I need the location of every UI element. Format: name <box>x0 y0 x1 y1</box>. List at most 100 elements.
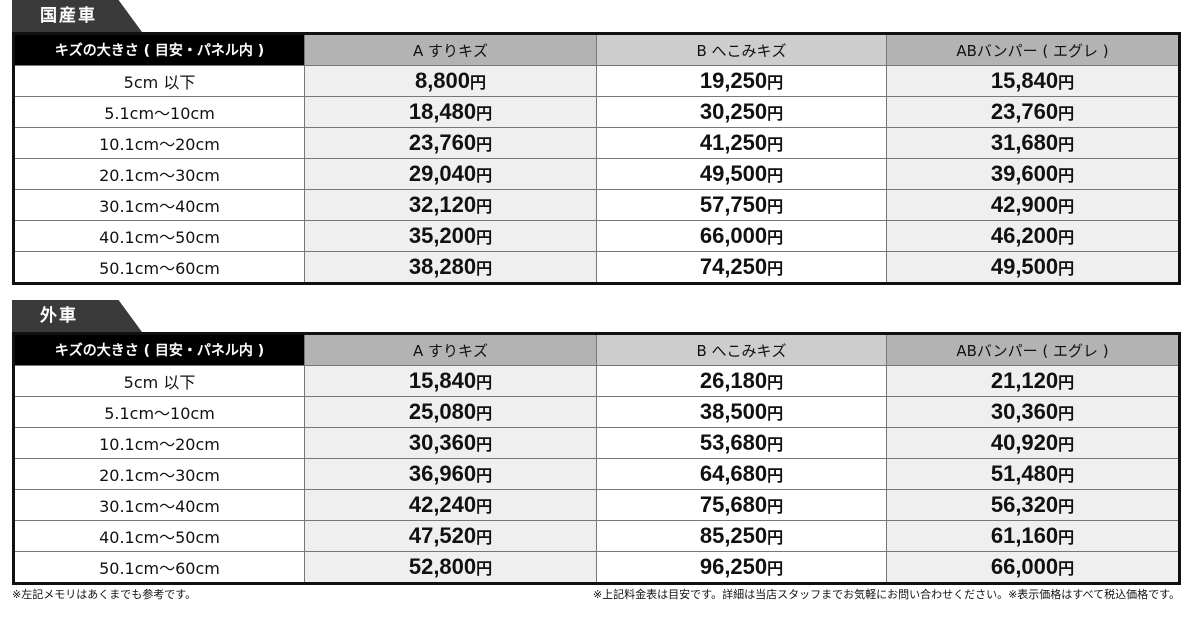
price-cell-c: 49,500円 <box>886 251 1180 284</box>
price-value: 66,000 <box>699 223 768 248</box>
size-cell: 10.1cm〜20cm <box>13 127 305 159</box>
price-cell-c: 46,200円 <box>886 220 1180 252</box>
price-cell-c: 66,000円 <box>886 551 1180 584</box>
price-value: 8,800 <box>414 68 471 93</box>
table-row: 40.1cm〜50cm 35,200円 66,000円 46,200円 <box>13 220 1180 252</box>
section-tab: 国産車 <box>12 0 142 32</box>
yen-unit: 円 <box>1058 75 1075 92</box>
price-value: 52,800 <box>408 554 477 579</box>
price-value: 49,500 <box>699 161 768 186</box>
price-value: 41,250 <box>699 130 768 155</box>
price-value: 25,080 <box>408 399 477 424</box>
size-cell: 5cm 以下 <box>13 65 305 97</box>
table-row: 10.1cm〜20cm 30,360円 53,680円 40,920 円 <box>13 427 1180 459</box>
price-value: 30,360 <box>408 430 477 455</box>
price-value: 29,040 <box>408 161 477 186</box>
note-left: ※左記メモリはあくまでも参考です。 <box>12 588 197 601</box>
price-cell-a: 47,520円 <box>304 520 597 552</box>
price-value: 31,680 <box>990 130 1059 155</box>
price-value: 74,250 <box>699 254 768 279</box>
price-value: 75,680 <box>699 492 768 517</box>
price-value: 57,750 <box>699 192 768 217</box>
price-value: 39,600 <box>990 161 1059 186</box>
price-value: 47,520 <box>408 523 477 548</box>
yen-unit: 円 <box>767 168 784 185</box>
price-cell-a: 35,200円 <box>304 220 597 252</box>
price-cell-b: 85,250円 <box>596 520 887 552</box>
price-value: 38,500 <box>699 399 768 424</box>
price-cell-b: 53,680円 <box>596 427 887 459</box>
table-row: 5.1cm〜10cm 25,080円 38,500円 30,360円 <box>13 396 1180 428</box>
price-cell-c: 42,900円 <box>886 189 1180 221</box>
price-value: 30,250 <box>699 99 768 124</box>
yen-unit: 円 <box>476 230 493 247</box>
price-cell-b: 74,250円 <box>596 251 887 284</box>
yen-unit: 円 <box>476 530 493 547</box>
price-cell-c: 15,840円 <box>886 65 1180 97</box>
price-value: 18,480 <box>408 99 477 124</box>
price-value: 96,250 <box>699 554 768 579</box>
yen-unit: 円 <box>767 106 784 123</box>
size-cell: 20.1cm〜30cm <box>13 458 305 490</box>
price-cell-b: 30,250円 <box>596 96 887 128</box>
price-value: 40,920 <box>990 430 1059 455</box>
size-cell: 10.1cm〜20cm <box>13 427 305 459</box>
yen-unit: 円 <box>767 406 784 423</box>
yen-unit: 円 <box>767 468 784 485</box>
price-cell-c: 56,320円 <box>886 489 1180 521</box>
yen-unit: 円 <box>476 499 493 516</box>
price-value: 26,180 <box>699 368 768 393</box>
price-value: 46,200 <box>990 223 1059 248</box>
yen-unit: 円 <box>1058 168 1075 185</box>
header-b-dent: B へこみキズ <box>596 33 887 66</box>
price-value: 42,240 <box>408 492 477 517</box>
price-cell-b: 41,250円 <box>596 127 887 159</box>
price-cell-b: 75,680円 <box>596 489 887 521</box>
price-value: 85,250 <box>699 523 768 548</box>
header-a-scratch: A すりキズ <box>304 333 597 366</box>
price-value: 15,840 <box>990 68 1059 93</box>
table-row: 20.1cm〜30cm 36,960円 64,680円 51,480円 <box>13 458 1180 490</box>
price-cell-a: 52,800円 <box>304 551 597 584</box>
size-cell: 40.1cm〜50cm <box>13 220 305 252</box>
yen-unit: 円 <box>1058 230 1075 247</box>
price-value: 19,250 <box>699 68 768 93</box>
yen-unit: 円 <box>767 530 784 547</box>
size-cell: 5.1cm〜10cm <box>13 96 305 128</box>
yen-unit: 円 <box>1058 375 1075 392</box>
header-ab-bumper: ABバンパー ( エグレ ) <box>886 333 1180 366</box>
price-value: 49,500 <box>990 254 1059 279</box>
header-size: キズの大きさ ( 目安・パネル内 ) <box>13 33 305 66</box>
yen-unit: 円 <box>1058 499 1075 516</box>
yen-unit: 円 <box>476 261 493 278</box>
size-cell: 40.1cm〜50cm <box>13 520 305 552</box>
table-row: 40.1cm〜50cm 47,520円 85,250円 61,160円 <box>13 520 1180 552</box>
price-value: 42,900 <box>990 192 1059 217</box>
price-cell-a: 30,360円 <box>304 427 597 459</box>
size-cell: 50.1cm〜60cm <box>13 251 305 284</box>
yen-unit: 円 <box>476 375 493 392</box>
price-table: キズの大きさ ( 目安・パネル内 ) A すりキズ B へこみキズ ABバンパー ( … <box>12 32 1181 285</box>
yen-unit: 円 <box>476 437 493 454</box>
size-cell: 5cm 以下 <box>13 365 305 397</box>
yen-unit: 円 <box>1058 468 1075 485</box>
header-size: キズの大きさ ( 目安・パネル内 ) <box>13 333 305 366</box>
price-cell-a: 18,480円 <box>304 96 597 128</box>
price-value: 51,480 <box>990 461 1059 486</box>
yen-unit: 円 <box>476 468 493 485</box>
price-cell-b: 49,500円 <box>596 158 887 190</box>
header-b-dent: B へこみキズ <box>596 333 887 366</box>
price-value: 23,760 <box>408 130 477 155</box>
price-value: 38,280 <box>408 254 477 279</box>
yen-unit: 円 <box>1058 261 1075 278</box>
header-row: キズの大きさ ( 目安・パネル内 ) A すりキズ B へこみキズ ABバンパー ( … <box>13 333 1180 366</box>
yen-unit: 円 <box>1058 106 1075 123</box>
yen-unit: 円 <box>1058 561 1075 578</box>
price-table: キズの大きさ ( 目安・パネル内 ) A すりキズ B へこみキズ ABバンパー ( … <box>12 332 1181 585</box>
table-row: 10.1cm〜20cm 23,760円 41,250円 31,680円 <box>13 127 1180 159</box>
size-cell: 20.1cm〜30cm <box>13 158 305 190</box>
yen-unit: 円 <box>767 75 784 92</box>
price-cell-a: 36,960円 <box>304 458 597 490</box>
price-cell-c: 23,760円 <box>886 96 1180 128</box>
table-row: 50.1cm〜60cm 38,280円 74,250円 49,500円 <box>13 251 1180 284</box>
